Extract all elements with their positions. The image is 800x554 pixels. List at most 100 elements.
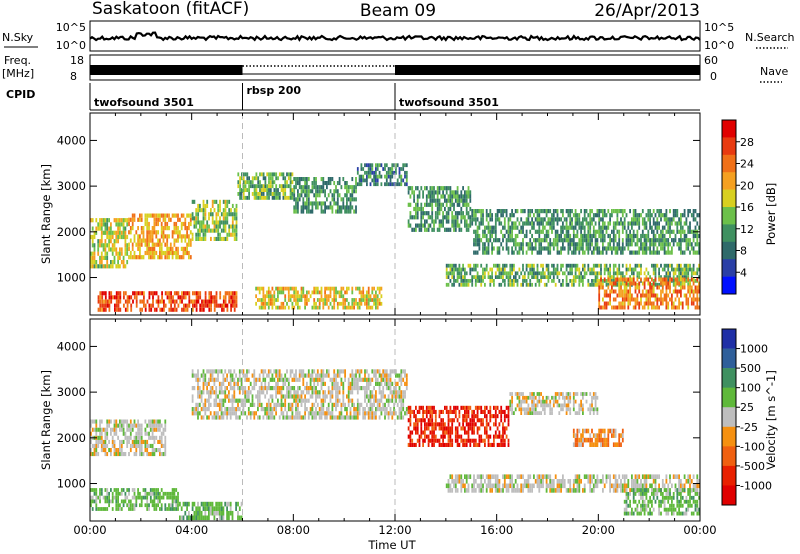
velocity-echo-cell — [117, 488, 119, 492]
power-echo-cell — [552, 217, 555, 222]
power-echo-cell — [91, 239, 94, 244]
power-echo-cell — [173, 230, 176, 235]
power-echo-cell — [627, 289, 630, 294]
power-echo-cell — [692, 277, 695, 282]
power-echo-cell — [509, 282, 512, 287]
power-echo-cell — [627, 301, 630, 306]
power-echo-cell — [496, 250, 499, 255]
power-echo-cell — [612, 229, 615, 234]
power-echo-cell — [565, 275, 568, 279]
power-echo-cell — [168, 234, 170, 239]
velocity-echo-cell — [275, 381, 277, 386]
power-echo-cell — [375, 178, 377, 183]
power-colorbar-tick-label-0: 4 — [740, 266, 747, 279]
power-echo-cell — [672, 275, 675, 279]
velocity-echo-cell — [369, 381, 372, 386]
power-echo-cell — [683, 229, 686, 234]
velocity-echo-cell — [111, 491, 114, 496]
power-echo-cell — [320, 205, 323, 210]
power-echo-cell — [97, 264, 100, 269]
power-echo-cell — [667, 263, 670, 268]
velocity-echo-cell — [211, 390, 214, 395]
velocity-echo-cell — [140, 499, 143, 504]
velocity-echo-cell — [200, 394, 203, 399]
power-echo-cell — [565, 238, 568, 243]
power-echo-cell — [634, 242, 637, 247]
velocity-echo-cell — [326, 369, 328, 374]
power-echo-cell — [660, 297, 662, 302]
power-echo-cell — [547, 279, 550, 283]
velocity-echo-cell — [320, 407, 323, 412]
power-echo-cell — [514, 233, 517, 239]
velocity-echo-cell — [131, 495, 134, 500]
power-echo-cell — [369, 298, 372, 302]
power-echo-cell — [571, 271, 573, 276]
power-echo-cell — [102, 264, 105, 269]
velocity-echo-cell — [208, 394, 210, 399]
freq-bars — [90, 65, 700, 75]
power-echo-cell — [487, 246, 490, 251]
power-echo-cell — [654, 250, 657, 255]
power-echo-cell — [376, 174, 379, 179]
velocity-echo-cell — [102, 443, 105, 448]
power-echo-cell — [574, 267, 577, 272]
power-echo-cell — [106, 264, 109, 269]
power-echo-cell — [141, 307, 143, 312]
power-echo-cell — [473, 275, 475, 279]
power-echo-cell — [567, 229, 570, 234]
power-echo-cell — [424, 219, 426, 224]
power-echo-cell — [560, 229, 562, 234]
power-echo-cell — [275, 184, 278, 189]
power-echo-cell — [603, 271, 606, 276]
velocity-echo-cell — [329, 398, 332, 403]
power-echo-cell — [513, 275, 515, 279]
power-echo-cell — [629, 297, 631, 302]
power-echo-cell — [160, 226, 163, 231]
power-echo-cell — [643, 277, 646, 282]
velocity-echo-cell — [151, 435, 154, 440]
power-echo-cell — [451, 190, 454, 195]
power-echo-cell — [656, 209, 659, 214]
velocity-echo-cell — [347, 394, 350, 399]
power-echo-cell — [384, 174, 386, 179]
power-echo-cell — [120, 222, 123, 227]
velocity-echo-cell — [335, 377, 337, 382]
velocity-echo-cell — [320, 415, 323, 420]
power-echo-cell — [589, 238, 592, 243]
velocity-echo-cell — [195, 510, 198, 516]
power-echo-cell — [431, 211, 434, 216]
power-echo-cell — [652, 301, 655, 306]
power-echo-cell — [545, 229, 548, 234]
power-echo-cell — [623, 293, 626, 298]
power-echo-cell — [614, 271, 617, 276]
power-echo-cell — [582, 233, 584, 239]
power-echo-cell — [210, 236, 212, 241]
velocity-echo-cell — [155, 507, 158, 511]
velocity-echo-cell — [358, 407, 361, 412]
velocity-echo-cell — [159, 419, 161, 424]
power-echo-cell — [460, 219, 463, 224]
velocity-echo-cell — [344, 369, 346, 374]
power-echo-cell — [344, 209, 346, 214]
power-echo-cell — [551, 263, 553, 268]
velocity-echo-cell — [173, 507, 176, 511]
velocity-echo-cell — [344, 377, 346, 382]
power-echo-cell — [264, 184, 267, 189]
power-echo-cell — [293, 193, 296, 198]
power-echo-cell — [177, 230, 179, 235]
velocity-echo-cell — [371, 402, 374, 407]
power-echo-cell — [652, 279, 655, 283]
power-echo-cell — [338, 209, 341, 214]
power-echo-cell — [248, 188, 250, 192]
power-colorbar-label: Power [dB] — [764, 183, 778, 246]
power-echo-cell — [264, 305, 267, 310]
power-echo-cell — [623, 275, 626, 279]
power-echo-cell — [164, 234, 167, 239]
power-echo-cell — [698, 233, 700, 239]
power-echo-cell — [623, 221, 626, 226]
power-echo-cell — [636, 297, 639, 302]
power-echo-cell — [543, 209, 546, 214]
power-echo-cell — [151, 242, 154, 247]
power-echo-cell — [373, 182, 375, 187]
power-echo-cell — [106, 218, 109, 223]
